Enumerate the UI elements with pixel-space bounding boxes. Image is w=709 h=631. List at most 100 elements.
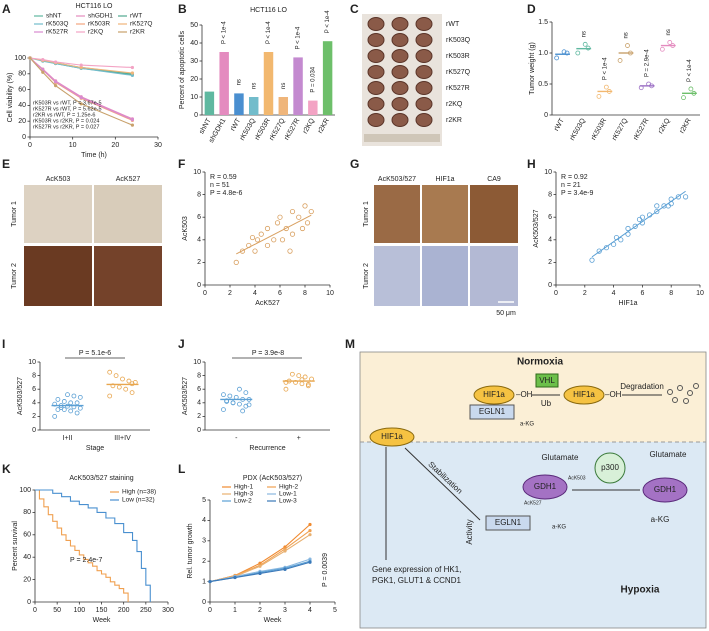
y-tick-label: 6 [197, 214, 201, 221]
x-tick-label: rWT [553, 117, 566, 133]
tumor [415, 113, 433, 127]
row-label: rK503Q [446, 37, 471, 44]
legend-label: rK503R [88, 21, 110, 28]
column-label: AcK527 [116, 176, 141, 183]
data-point [237, 401, 242, 407]
node-label: Degradation [620, 382, 664, 391]
tumor [367, 65, 385, 79]
x-tick-label: 8 [303, 290, 307, 297]
y-tick-label: 10 [28, 359, 36, 366]
chart-title: HCT116 LO [250, 7, 287, 14]
significance-label: ns [624, 32, 630, 38]
node-label: EGLN1 [479, 407, 506, 416]
data-point [654, 208, 660, 215]
y-axis-label: Cell viability (%) [7, 73, 14, 123]
bar [293, 57, 303, 115]
significance-label: P < 1e-4 [222, 21, 228, 44]
annotation: r2KR vs rWT, P = 1.25e-6 [33, 112, 95, 118]
significance-label: P < 1e-4 [325, 10, 331, 33]
data-point [246, 402, 252, 408]
y-tick-label: 100 [14, 55, 26, 62]
trend-line [236, 214, 312, 255]
panel-letter: K [2, 462, 11, 476]
data-point [130, 123, 134, 127]
hypoxia-zone [360, 442, 706, 628]
row-label: rWT [446, 21, 460, 28]
data-point [659, 46, 665, 52]
node-label: VHL [539, 376, 555, 385]
node-label: Glutamate [650, 450, 687, 459]
y-tick-label: 6 [197, 386, 201, 393]
x-tick-label: rK503R [590, 117, 608, 141]
arrow [404, 447, 481, 521]
tumor [367, 81, 385, 95]
y-tick-label: 0.5 [538, 81, 548, 88]
annotation: P = 3.9e-8 [252, 350, 284, 357]
y-tick-label: 1.0 [538, 50, 548, 57]
row-label: rK527Q [446, 69, 471, 76]
data-point [274, 220, 281, 226]
x-tick-label: 0 [554, 290, 558, 297]
node-label: Gene expression of HK1, [372, 565, 461, 574]
tumor [391, 97, 409, 111]
data-point [675, 194, 682, 200]
panel-letter: I [2, 337, 5, 351]
row-label: Tumor 2 [11, 263, 18, 289]
data-point [68, 408, 74, 414]
y-tick-label: 100 [19, 487, 31, 494]
node-label: HIF1a [483, 390, 505, 399]
tumor [367, 113, 385, 127]
data-point [625, 225, 631, 232]
x-axis-label: HIF1a [618, 300, 637, 307]
tumor [391, 33, 409, 47]
y-tick-label: 2 [548, 259, 552, 266]
x-tick-label: r2KQ [657, 117, 672, 135]
data-point [668, 201, 674, 207]
x-tick-label: 10 [696, 290, 704, 297]
protein [369, 427, 415, 447]
data-point [308, 522, 312, 527]
data-point [299, 381, 305, 387]
data-point [54, 80, 58, 84]
x-tick-label: r2KR [317, 117, 331, 134]
panel-m: M Normoxia Hypoxia HIF1a HIF1a EGLN1 –OH… [345, 337, 707, 629]
y-tick-label: 60 [18, 86, 26, 93]
data-point [304, 220, 311, 226]
panel-g: G AcK503/527 HIF1a CA9 Tumor 1 Tumor 2 5… [350, 157, 518, 317]
y-axis-label: Rel. tumor growth [187, 523, 194, 578]
y-tick-label: 2 [197, 413, 201, 420]
x-tick-label: I+II [63, 435, 73, 442]
data-point [55, 396, 61, 402]
data-point [639, 220, 646, 226]
x-tick-label: rK503Q [569, 117, 587, 142]
scale-label: 50 μm [496, 310, 516, 317]
data-point [65, 392, 70, 398]
data-point [681, 95, 686, 101]
data-point [625, 231, 631, 237]
data-point [239, 248, 246, 254]
tumor [415, 97, 433, 111]
data-point [283, 225, 289, 232]
x-axis-label: AcK527 [255, 300, 280, 307]
legend-label: Low-3 [279, 498, 297, 505]
row-label: Tumor 2 [363, 263, 370, 289]
data-point [77, 394, 83, 400]
data-point [221, 407, 226, 413]
y-tick-label: 4 [197, 400, 201, 407]
y-tick-label: 8 [548, 191, 552, 198]
significance-label: ns [251, 83, 257, 89]
tumor [415, 65, 433, 79]
x-tick-label: 4 [308, 607, 312, 614]
x-tick-label: 0 [33, 607, 37, 614]
panel-letter: F [178, 157, 185, 171]
data-point [302, 203, 308, 209]
data-point [243, 390, 249, 396]
data-point [654, 203, 660, 209]
data-point [575, 50, 581, 56]
data-point [289, 371, 295, 377]
y-tick-label: 4 [32, 400, 36, 407]
y-tick-label: 10 [193, 359, 201, 366]
protein [642, 477, 688, 503]
y-tick-label: 0 [194, 112, 198, 119]
x-tick-label: 10 [69, 142, 77, 149]
